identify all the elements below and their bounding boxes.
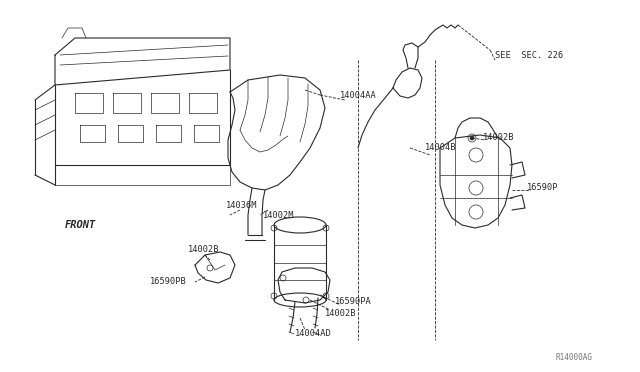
Text: 16590PB: 16590PB (150, 278, 187, 286)
Text: 14002B: 14002B (188, 246, 220, 254)
Text: SEE  SEC. 226: SEE SEC. 226 (495, 51, 563, 60)
Text: 14002B: 14002B (483, 134, 515, 142)
Text: R14000AG: R14000AG (555, 353, 592, 362)
Text: 16590P: 16590P (527, 183, 559, 192)
Text: 14036M: 14036M (226, 201, 257, 209)
Text: 14002B: 14002B (325, 308, 356, 317)
Text: 14004AD: 14004AD (295, 328, 332, 337)
Text: 16590PA: 16590PA (335, 298, 372, 307)
Circle shape (470, 136, 474, 140)
Text: FRONT: FRONT (65, 220, 96, 230)
Text: 14004AA: 14004AA (340, 92, 377, 100)
Text: 14002M: 14002M (263, 211, 294, 219)
Text: 14004B: 14004B (425, 144, 456, 153)
